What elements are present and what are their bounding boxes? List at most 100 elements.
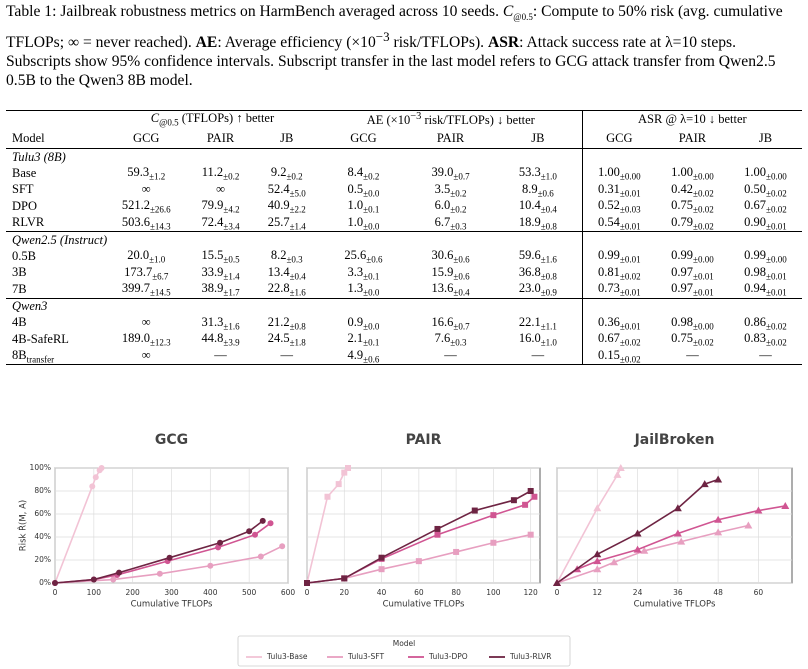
cell: 0.79±0.02 — [656, 215, 729, 232]
marker — [714, 515, 723, 523]
chart-title: PAIR — [406, 432, 442, 448]
cell: 38.9±1.7 — [187, 281, 253, 298]
marker — [781, 501, 790, 509]
plot-area — [556, 467, 793, 584]
table-row: 3B 173.7±6.7 33.9±1.4 13.4±0.4 3.3±0.1 15.9±0… — [6, 264, 802, 282]
table-row: RLVR 503.6±14.3 72.4±3.4 25.7±1.4 1.0±0.0 6.7… — [6, 214, 802, 232]
cell-value: 0.42 — [671, 181, 694, 196]
y-tick-label: 80% — [34, 486, 51, 495]
table-row: SFT ∞ ∞ 52.4±5.0 0.5±0.0 3.5±0.2 8.9±0.6 0.31±0… — [6, 181, 802, 199]
cell: 20.0±1.0 — [105, 248, 187, 265]
section-row: Tulu3 (8B) — [6, 148, 802, 166]
cell-value: 23.0 — [518, 281, 541, 296]
cell: 0.99±0.00 — [729, 248, 802, 265]
cell-value: 1.0 — [347, 198, 364, 213]
cell-ci: ±0.8 — [540, 271, 557, 282]
column-header: JB — [494, 128, 583, 150]
cell-value: 22.1 — [518, 314, 541, 329]
cell: ∞ — [187, 182, 253, 199]
marker — [490, 512, 497, 519]
cell-value: SFT — [12, 182, 34, 197]
cell-value: ∞ — [141, 182, 151, 197]
cell-value: 189.0 — [121, 331, 150, 346]
marker — [335, 481, 342, 488]
text-run: : Attack success rate at λ=10 steps. Sub… — [6, 34, 776, 90]
cell-value: 0.54 — [598, 214, 620, 229]
cell-value: 0.75 — [671, 331, 694, 346]
cell-ci: ±0.01 — [766, 287, 787, 298]
cell-value: 9.2 — [270, 165, 287, 180]
cell: 1.3±0.0 — [320, 281, 407, 298]
cell-ci: ±0.01 — [619, 188, 641, 199]
cell: 72.4±3.4 — [187, 215, 253, 232]
cell: 8.9±0.6 — [494, 182, 582, 199]
cell-ci: ±1.0 — [540, 337, 557, 348]
cell-value: — — [214, 348, 227, 363]
cell: 13.4±0.4 — [254, 265, 320, 282]
cell-ci: ±1.4 — [223, 271, 240, 282]
group-header: AE (×10−3 risk/TFLOPs) ↓ better — [320, 111, 582, 129]
cell-value: 53.3 — [518, 165, 541, 180]
cell: 36.8±0.8 — [494, 265, 582, 282]
text-run: −3 — [410, 111, 422, 122]
cell: 0.15±0.02 — [581, 347, 656, 365]
cell: 40.9±2.2 — [254, 198, 320, 215]
cell-value: 13.6 — [431, 281, 454, 296]
cell: 30.6±0.6 — [407, 248, 494, 265]
cell-ci: ±0.7 — [453, 171, 470, 182]
text-run: AE — [195, 34, 218, 52]
cell-value: 0.99 — [744, 248, 767, 263]
text-run: ASR @ λ=10 ↓ better — [638, 112, 747, 127]
cell-ci: ±0.6 — [453, 254, 470, 265]
cell: 0.75±0.02 — [656, 331, 729, 348]
cell-ci: ±6.7 — [152, 271, 169, 282]
row-label: SFT — [6, 182, 105, 199]
cell-ci: ±0.2 — [286, 171, 303, 182]
marker — [110, 576, 117, 583]
marker — [510, 497, 517, 504]
table-row: Base 59.3±1.2 11.2±0.2 9.2±0.2 8.4±0.2 39.0±0… — [6, 165, 802, 182]
text-run: @0.5 — [159, 117, 179, 128]
x-tick-label: 80 — [451, 588, 461, 597]
cell: — — [187, 348, 253, 365]
marker — [90, 576, 97, 583]
row-label: 0.5B — [6, 248, 105, 265]
section-title: Qwen3 — [6, 297, 583, 315]
cell-value: 503.6 — [121, 214, 150, 229]
x-tick-label: 60 — [754, 588, 764, 597]
x-axis-label: Cumulative TFLOPs — [634, 600, 716, 610]
marker — [610, 558, 619, 566]
marker — [89, 483, 96, 490]
column-header: Model — [6, 128, 106, 150]
cell-ci: ±0.2 — [450, 204, 467, 215]
cell: 13.6±0.4 — [407, 281, 494, 298]
text-run: −3 — [375, 29, 390, 45]
cell-ci: ±0.1 — [363, 271, 380, 282]
cell-value: 0.67 — [598, 331, 620, 346]
cell-value: 38.9 — [201, 281, 224, 296]
cell-ci: ±0.0 — [363, 221, 380, 232]
text-run: risk/TFLOPs) ↓ better — [421, 113, 535, 128]
cell-ci: ±1.6 — [223, 321, 240, 332]
marker — [341, 469, 348, 476]
cell-value: 16.6 — [431, 314, 454, 329]
cell-value: 0.36 — [598, 314, 620, 329]
cell-value: 0.99 — [671, 248, 694, 263]
cell: 6.0±0.2 — [407, 198, 494, 215]
cell-value: 0.83 — [744, 331, 767, 346]
column-header: JB — [728, 128, 802, 150]
cell-value: 0.94 — [744, 281, 767, 296]
cell-ci: ±1.7 — [223, 287, 240, 298]
table-row: 8Btransfer ∞ — — 4.9±0.6 — — 0.15±0.02 — — — [6, 347, 802, 365]
x-tick-label: 40 — [377, 588, 387, 597]
cell-value: 8.4 — [347, 165, 364, 180]
marker — [324, 493, 331, 500]
marker — [490, 539, 497, 546]
cell: 1.00±0.00 — [729, 165, 802, 182]
marker — [434, 531, 441, 538]
row-label: 4B — [6, 315, 105, 332]
cell-ci: ±0.4 — [453, 287, 470, 298]
marker — [259, 517, 266, 524]
legend-box — [237, 635, 571, 667]
x-tick-label: 12 — [593, 588, 603, 597]
